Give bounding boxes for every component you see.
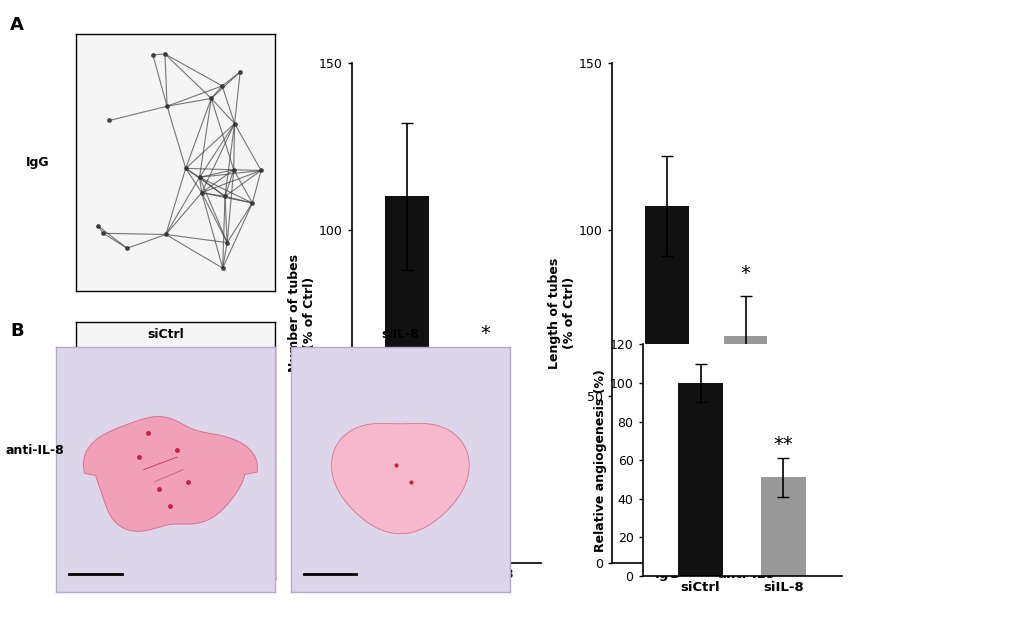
- Y-axis label: Relative angiogenesis (%): Relative angiogenesis (%): [593, 369, 606, 552]
- Point: [135, 381, 151, 391]
- Text: *: *: [740, 264, 750, 283]
- Point: [231, 67, 248, 77]
- Point: [158, 230, 174, 240]
- Point: [214, 263, 230, 273]
- Text: siIL-8: siIL-8: [381, 328, 419, 341]
- Point: [157, 49, 173, 59]
- Point: [214, 81, 230, 91]
- Point: [227, 455, 244, 465]
- Polygon shape: [84, 416, 257, 531]
- Point: [90, 221, 106, 231]
- Bar: [678, 383, 722, 576]
- Bar: [645, 206, 688, 563]
- Y-axis label: Number of tubes
(% of Ctrl): Number of tubes (% of Ctrl): [288, 254, 316, 372]
- Bar: [723, 336, 766, 563]
- Point: [101, 115, 117, 125]
- Point: [203, 93, 219, 103]
- Point: [226, 118, 243, 128]
- Bar: [760, 478, 805, 576]
- Point: [129, 535, 146, 545]
- Point: [194, 188, 210, 198]
- Point: [103, 453, 119, 463]
- Point: [253, 165, 269, 175]
- Point: [79, 384, 96, 394]
- Point: [148, 529, 164, 539]
- Text: IgG: IgG: [25, 156, 49, 169]
- Text: siCtrl: siCtrl: [147, 328, 184, 341]
- Bar: [464, 396, 506, 563]
- Y-axis label: Length of tubes
(% of Ctrl): Length of tubes (% of Ctrl): [548, 257, 576, 369]
- Point: [145, 49, 161, 59]
- Text: A: A: [10, 16, 24, 34]
- Point: [219, 238, 235, 248]
- Point: [192, 172, 208, 182]
- Point: [225, 165, 242, 175]
- Text: anti-IL-8: anti-IL-8: [5, 444, 64, 457]
- Point: [114, 431, 130, 441]
- Polygon shape: [331, 423, 469, 534]
- Point: [244, 198, 260, 208]
- Bar: [385, 196, 428, 563]
- Text: **: **: [772, 435, 793, 454]
- Point: [119, 244, 136, 254]
- Text: *: *: [480, 324, 490, 343]
- Point: [222, 430, 238, 440]
- Point: [201, 407, 217, 417]
- Point: [217, 192, 233, 202]
- Point: [95, 228, 111, 239]
- Point: [159, 101, 175, 111]
- Point: [204, 398, 220, 408]
- Point: [177, 163, 194, 173]
- Point: [197, 433, 213, 443]
- Point: [219, 414, 235, 424]
- Text: B: B: [10, 322, 23, 341]
